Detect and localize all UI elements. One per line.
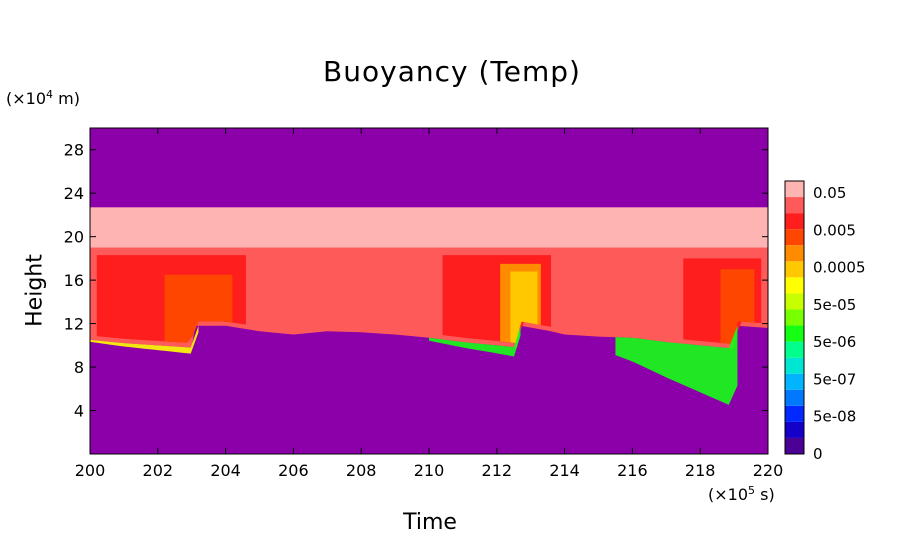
x-tick-label: 214 <box>549 461 580 480</box>
main-buoyancy-band <box>90 247 768 349</box>
colorbar-swatch <box>785 229 804 246</box>
x-tick-label: 202 <box>143 461 174 480</box>
colorbar-frame <box>784 180 805 455</box>
y-unit-label: (×104 m) <box>6 88 80 108</box>
colorbar-label: 0.005 <box>813 221 856 239</box>
y-tick-label: 28 <box>64 141 84 160</box>
x-tick-label: 204 <box>210 461 241 480</box>
colorbar-swatch <box>785 421 804 438</box>
colorbar-swatch <box>785 293 804 310</box>
colorbar-swatch <box>785 261 804 278</box>
x-axis-label: Time <box>403 510 457 535</box>
colorbar-swatch <box>785 245 804 262</box>
warm-core-4 <box>510 271 538 344</box>
colorbar-label: 5e-08 <box>813 408 856 426</box>
colorbar-swatch <box>785 437 804 454</box>
y-tick-label: 20 <box>64 228 84 247</box>
x-tick-label: 208 <box>346 461 377 480</box>
colorbar-swatch <box>785 197 804 214</box>
y-tick-label: 24 <box>64 184 84 203</box>
colorbar-swatch <box>785 277 804 294</box>
colorbar-label: 0.05 <box>813 184 846 202</box>
warm-core-1 <box>164 274 233 343</box>
moist-fringe-1 <box>429 325 521 357</box>
x-tick-label: 216 <box>617 461 648 480</box>
colorbar-swatch <box>785 405 804 422</box>
colorbar-swatch <box>785 181 804 198</box>
y-tick-label: 16 <box>64 271 84 290</box>
moist-fringe-2 <box>615 325 738 405</box>
x-tick-label: 220 <box>753 461 784 480</box>
y-tick-label: 4 <box>74 402 84 421</box>
y-tick-label: 12 <box>64 315 84 334</box>
chart-title: Buoyancy (Temp) <box>323 55 581 88</box>
x-tick-label: 210 <box>414 461 445 480</box>
moist-fringe-0 <box>90 325 199 354</box>
colorbar-swatch <box>785 309 804 326</box>
colorbar-label: 5e-06 <box>813 333 856 351</box>
colorbar-swatch <box>785 373 804 390</box>
colorbar-label: 5e-05 <box>813 296 856 314</box>
colorbar-swatch <box>785 213 804 230</box>
colorbar-label: 5e-07 <box>813 370 856 388</box>
colorbar-swatch <box>785 389 804 406</box>
warm-core-6 <box>720 269 755 345</box>
y-tick-label: 8 <box>74 358 84 377</box>
colorbar-swatch <box>785 357 804 374</box>
colorbar-swatch <box>785 325 804 342</box>
colorbar-swatch <box>785 341 804 358</box>
x-tick-label: 218 <box>685 461 716 480</box>
colorbar-label: 0 <box>813 445 823 463</box>
x-unit-label: (×105 s) <box>708 484 775 504</box>
upper-buoyancy-band <box>90 207 768 248</box>
x-tick-label: 212 <box>482 461 513 480</box>
x-tick-label: 200 <box>75 461 106 480</box>
colorbar-label: 0.0005 <box>813 259 866 277</box>
x-tick-label: 206 <box>278 461 309 480</box>
